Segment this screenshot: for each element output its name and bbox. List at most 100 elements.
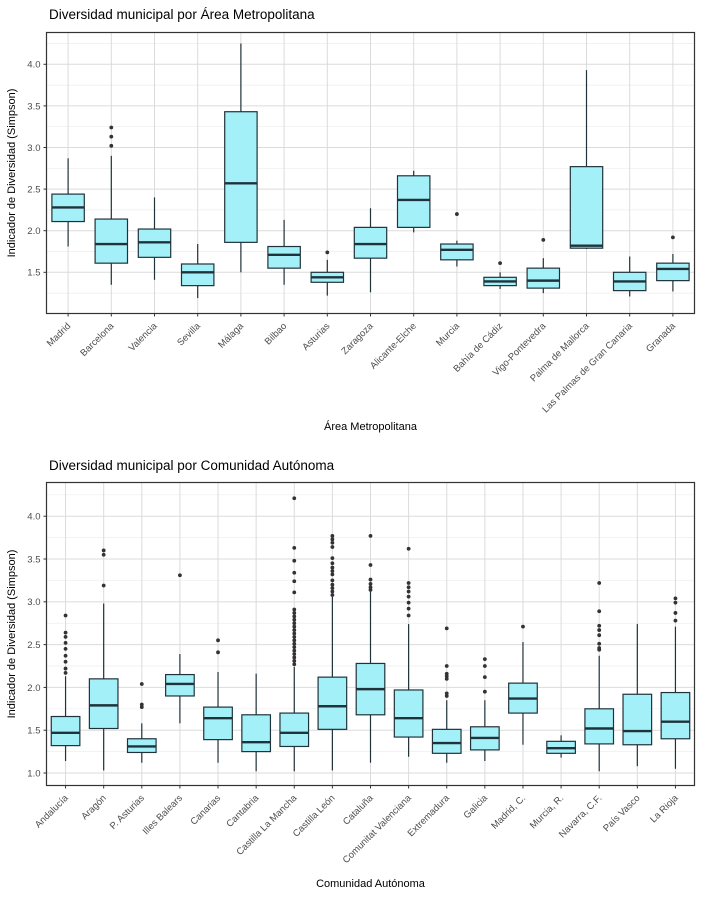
box-group [355,534,386,763]
outlier-point [541,237,546,242]
outlier-point [292,545,297,550]
outlier-point [178,573,182,578]
x-tick-label: Valencia [127,320,161,354]
outlier-point [292,579,297,584]
x-axis-title: Área Metropolitana [324,420,418,433]
outlier-point [63,630,68,635]
outlier-point [101,552,106,557]
x-tick-label: Cataluña [341,792,376,827]
x-tick-label: Sevilla [175,320,203,348]
x-axis-title: Comunidad Autónoma [316,878,426,890]
x-tick-label: Canarias [188,793,223,828]
x-tick-label: Asturias [300,321,332,353]
x-tick-label: Cantabria [224,792,261,829]
outlier-point [521,624,525,629]
outlier-point [292,645,297,650]
x-tick-label: Bilbao [263,321,289,347]
outlier-point [482,657,487,662]
y-tick-label: 3.5 [27,554,40,565]
outlier-point [63,653,68,658]
outlier-point [101,548,106,553]
y-tick-label: 1.0 [27,768,40,779]
outlier-point [444,671,449,676]
box-group [569,70,604,250]
outlier-point [292,590,297,595]
outlier-point [406,613,411,618]
y-tick-label: 4.0 [27,60,40,71]
outlier-point [597,641,602,646]
box-group [483,261,517,289]
box-group [440,212,474,267]
outlier-point [406,585,411,590]
y-tick-label: 3.5 [27,101,40,112]
box-group [431,626,462,763]
box-group [393,546,424,757]
outlier-point [330,593,335,597]
outlier-point [444,664,449,668]
outlier-point [292,635,297,639]
x-tick-label: Comunitat Valenciana [341,792,415,866]
box-group [584,581,615,772]
outlier-point [671,235,675,240]
outlier-point [482,689,487,694]
outlier-point [292,607,297,612]
boxplot-svg-ccaa: 1.0 1.5 2.0 2.5 3.0 3.5 4.0 Andalucía Aragón P. A… [6,458,696,890]
outlier-point [444,691,449,696]
outlier-point [292,648,297,653]
x-tick-label: Málaga [216,320,246,350]
y-tick-label: 1.5 [27,726,40,737]
outlier-point [292,570,297,575]
outlier-point [63,613,68,618]
y-tick-label: 2.5 [27,185,40,196]
box-group [353,208,388,293]
outlier-point [292,624,297,629]
outlier-point [292,641,297,646]
box-group [94,125,129,285]
y-tick-label: 2.0 [27,683,40,694]
outlier-point [330,578,335,583]
outlier-point [63,659,68,664]
box-group [203,638,233,763]
outlier-point [406,594,411,599]
box-group [165,573,195,724]
box-group [180,244,215,299]
outlier-point [292,658,297,663]
outlier-point [597,609,602,614]
outlier-point [368,577,373,582]
outlier-point [330,556,335,561]
x-tick-label: Andalucía [33,792,71,830]
box-group [508,624,538,745]
outlier-point [368,563,373,567]
plot-title: Diversidad municipal por Comunidad Autón… [49,458,335,473]
box-group [88,548,119,771]
chart-area-metropolitana: 1.5 2.0 2.5 3.0 3.5 4.0 Madrid Barcelona Valenci… [6,7,696,433]
outlier-point [482,664,487,668]
outlier-point [597,628,602,632]
outlier-point [63,666,68,671]
x-tick-label: P. Asturias [108,793,147,832]
outlier-point [368,581,373,586]
box-group [469,657,500,762]
outlier-point [63,646,68,651]
outlier-point [597,633,602,638]
y-tick-label: 2.5 [27,640,40,651]
x-tick-label: Extremadura [406,792,453,839]
outlier-point [330,545,335,549]
outlier-point [325,250,330,255]
x-tick-label: Murcia, R. [528,793,566,831]
y-tick-label: 1.5 [27,268,40,279]
y-tick-label: 2.0 [27,226,40,237]
outlier-point [109,143,114,148]
x-tick-label: Illes Balears [141,793,186,838]
outlier-point [292,638,297,643]
outlier-point [109,125,114,130]
box-group [267,219,301,285]
outlier-point [292,655,297,660]
outlier-point [330,565,335,570]
box-group [137,197,172,280]
x-tick-label: Barcelona [78,320,117,359]
outlier-point [292,617,297,622]
x-tick-label: Murcia [434,320,462,348]
outlier-point [216,638,220,643]
outlier-point [406,589,411,594]
